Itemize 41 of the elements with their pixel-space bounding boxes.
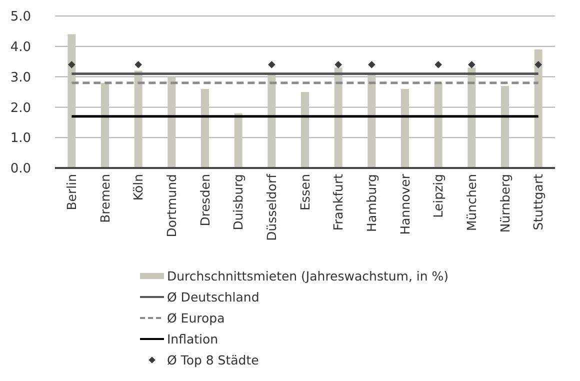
bar — [301, 92, 309, 168]
bar — [134, 70, 142, 168]
x-tick-label: Dresden — [197, 174, 212, 226]
y-tick-label: 3.0 — [10, 70, 31, 86]
x-tick-label: München — [464, 174, 480, 232]
legend-label: Durchschnittsmieten (Jahreswachstum, in %) — [167, 268, 449, 284]
x-tick-label: Hamburg — [364, 174, 380, 232]
bar — [234, 113, 242, 168]
y-tick-label: 5.0 — [10, 10, 31, 25]
bar — [434, 82, 442, 168]
y-tick-label: 0.0 — [10, 162, 31, 177]
x-tick-label: Düsseldorf — [264, 173, 280, 241]
bar — [534, 49, 542, 168]
x-tick-label: Essen — [297, 174, 312, 211]
legend-label: Ø Deutschland — [167, 289, 260, 304]
bar — [334, 68, 342, 168]
bar — [68, 34, 76, 168]
bar — [201, 88, 209, 168]
x-tick-label: Hannover — [397, 173, 412, 235]
x-tick-label: Bremen — [97, 174, 112, 223]
x-tick-label: Stuttgart — [530, 174, 546, 230]
x-tick-label: Leipzig — [430, 174, 446, 218]
x-tick-label: Dortmund — [164, 174, 180, 238]
x-tick-label: Frankfurt — [330, 174, 346, 231]
legend-label: Ø Top 8 Städte — [167, 352, 260, 368]
y-tick-label: 1.0 — [10, 131, 31, 146]
x-tick-label: Duisburg — [230, 174, 246, 230]
x-tick-label: Nürnberg — [497, 174, 512, 233]
bar — [268, 74, 276, 168]
bar — [501, 86, 509, 168]
bar — [468, 68, 476, 168]
x-tick-label: Berlin — [64, 174, 80, 210]
y-tick-label: 4.0 — [10, 40, 31, 55]
bar — [101, 82, 109, 168]
legend-label: Inflation — [167, 331, 218, 346]
y-tick-label: 2.0 — [10, 100, 31, 116]
x-tick-label: Köln — [130, 174, 146, 201]
legend-label: Ø Europa — [167, 310, 225, 326]
bar — [401, 88, 409, 168]
bar — [368, 74, 376, 168]
bar — [168, 76, 176, 168]
